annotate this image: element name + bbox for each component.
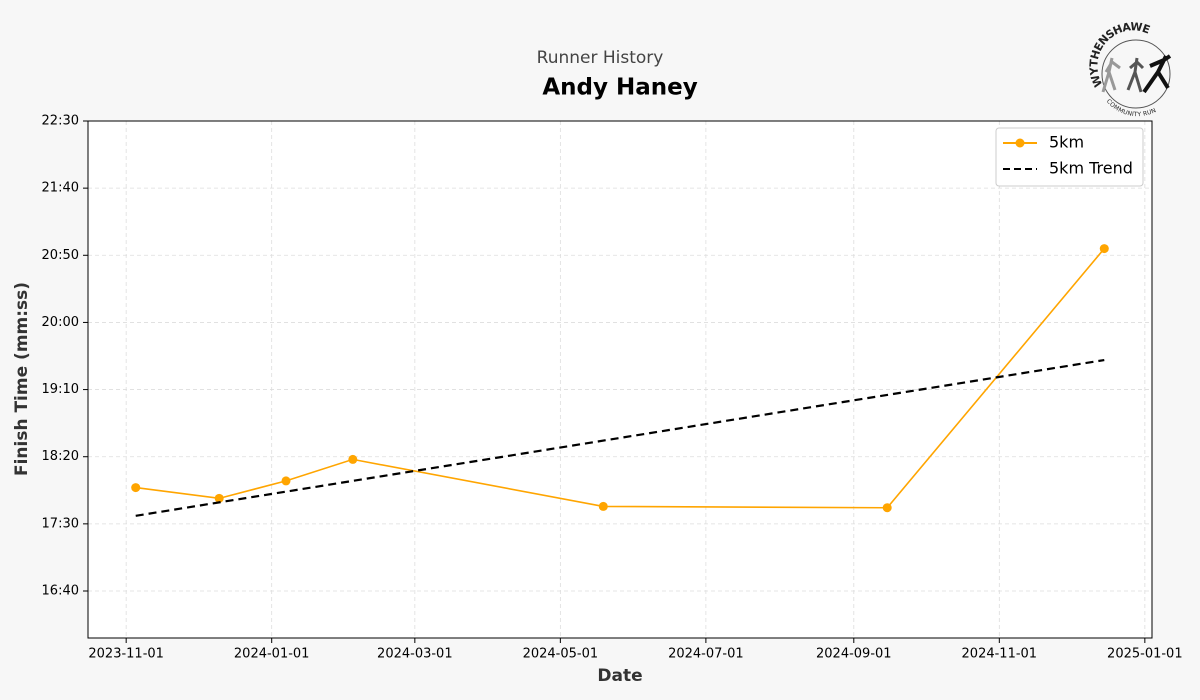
x-tick-label: 2024-05-01 (523, 647, 599, 662)
y-tick-label: 17:30 (42, 516, 79, 531)
data-point (131, 483, 141, 493)
y-tick-label: 21:40 (42, 181, 79, 196)
plot-frame (87, 120, 1153, 639)
data-point (281, 476, 291, 486)
x-tick-label: 2023-11-01 (88, 647, 164, 662)
y-tick-label: 22:30 (42, 114, 79, 129)
y-tick-label: 18:20 (42, 449, 79, 464)
logo-runner (1126, 57, 1145, 93)
chart-title: Andy Haney (542, 75, 697, 101)
data-point (214, 493, 224, 503)
legend-marker (1015, 138, 1025, 148)
series-line (135, 358, 1105, 517)
legend-label: 5km (1049, 133, 1084, 152)
x-axis-label: Date (597, 666, 642, 686)
data-point (598, 501, 608, 511)
logo-runner (1142, 54, 1172, 94)
x-tick-label: 2024-11-01 (962, 647, 1038, 662)
x-tick-label: 2024-09-01 (816, 647, 892, 662)
y-tick-label: 16:40 (42, 584, 79, 599)
y-tick-label: 19:10 (42, 382, 79, 397)
legend-label: 5km Trend (1049, 159, 1133, 178)
data-point (882, 503, 892, 513)
data-point (1099, 244, 1109, 254)
data-point (348, 454, 358, 464)
logo-ring (1101, 39, 1171, 109)
legend: 5km 5km Trend (995, 127, 1144, 187)
logo-runner (1101, 57, 1121, 93)
x-tick-label: 2024-01-01 (234, 647, 310, 662)
y-tick-label: 20:00 (42, 315, 79, 330)
y-tick-label: 20:50 (42, 248, 79, 263)
chart-subtitle: Runner History (537, 48, 664, 68)
plot-area (88, 121, 1152, 638)
x-tick-label: 2024-07-01 (668, 647, 744, 662)
x-tick-label: 2025-01-01 (1107, 647, 1183, 662)
x-tick-label: 2024-03-01 (377, 647, 453, 662)
y-axis-label: Finish Time (mm:ss) (12, 282, 32, 476)
